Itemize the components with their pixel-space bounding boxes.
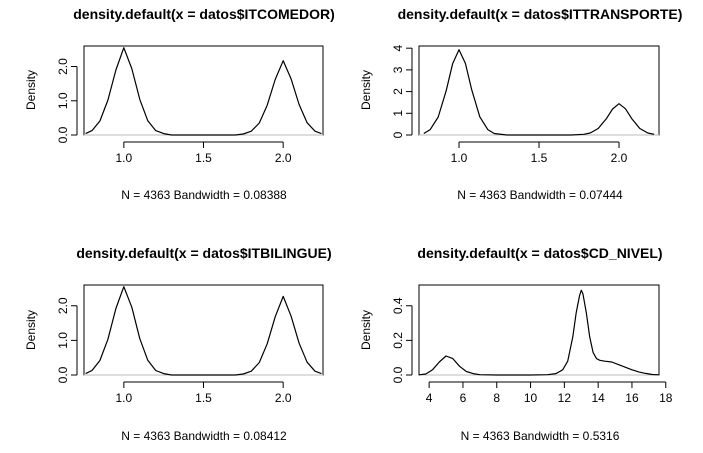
x-tick-label: 18 (659, 391, 673, 405)
x-tick-label: 6 (460, 391, 467, 405)
x-tick-label: 1.0 (115, 391, 132, 405)
density-curve (418, 289, 660, 376)
x-tick-label: 12 (558, 391, 572, 405)
panel-title: density.default(x = datos$ITTRANSPORTE) (398, 6, 683, 22)
panel-cd-nivel: density.default(x = datos$CD_NIVEL) N = … (359, 245, 673, 443)
density-curve (423, 49, 655, 136)
panel-title: density.default(x = datos$ITCOMEDOR) (73, 6, 335, 22)
x-tick-label: 1.0 (451, 151, 468, 165)
y-axis-label: Density (359, 310, 373, 350)
y-tick-label: 0.2 (391, 332, 405, 349)
x-tick-label: 2.0 (611, 151, 628, 165)
y-tick-label: 1 (391, 110, 405, 117)
panel-title: density.default(x = datos$CD_NIVEL) (417, 245, 662, 261)
x-tick-label: 14 (591, 391, 605, 405)
y-tick-label: 2 (391, 88, 405, 95)
y-tick-label: 0.4 (391, 297, 405, 314)
y-tick-label: 0.0 (391, 366, 405, 383)
x-tick-label: 4 (426, 391, 433, 405)
x-tick-label: 8 (493, 391, 500, 405)
y-tick-label: 0.0 (56, 366, 70, 383)
x-tick-label: 1.5 (195, 151, 212, 165)
y-tick-label: 1.0 (56, 332, 70, 349)
y-tick-label: 4 (391, 45, 405, 52)
x-axis-label: N = 4363 Bandwidth = 0.08412 (121, 429, 287, 443)
density-curve (85, 47, 322, 136)
x-axis-label: N = 4363 Bandwidth = 0.08388 (121, 188, 287, 202)
y-tick-label: 1.0 (56, 92, 70, 109)
x-tick-label: 2.0 (275, 151, 292, 165)
x-tick-label: 10 (524, 391, 538, 405)
panel-itcomedor: density.default(x = datos$ITCOMEDOR) N =… (24, 6, 335, 202)
y-tick-label: 0.0 (56, 126, 70, 143)
x-tick-label: 2.0 (275, 391, 292, 405)
x-tick-label: 1.0 (115, 151, 132, 165)
y-tick-label: 0 (391, 131, 405, 138)
y-tick-label: 2.0 (56, 58, 70, 75)
y-axis-label: Density (24, 70, 38, 110)
panel-itbilingue: density.default(x = datos$ITBILINGUE) N … (24, 245, 332, 443)
x-tick-label: 1.5 (195, 391, 212, 405)
x-axis-label: N = 4363 Bandwidth = 0.07444 (457, 188, 623, 202)
y-axis-label: Density (359, 70, 373, 110)
y-tick-label: 3 (391, 66, 405, 73)
x-tick-label: 16 (625, 391, 639, 405)
y-axis-label: Density (24, 310, 38, 350)
panel-title: density.default(x = datos$ITBILINGUE) (76, 245, 331, 261)
x-tick-label: 1.5 (531, 151, 548, 165)
y-tick-label: 2.0 (56, 297, 70, 314)
panel-ittransporte: density.default(x = datos$ITTRANSPORTE) … (359, 6, 682, 202)
x-axis-label: N = 4363 Bandwidth = 0.5316 (461, 429, 620, 443)
density-curve (85, 286, 322, 376)
